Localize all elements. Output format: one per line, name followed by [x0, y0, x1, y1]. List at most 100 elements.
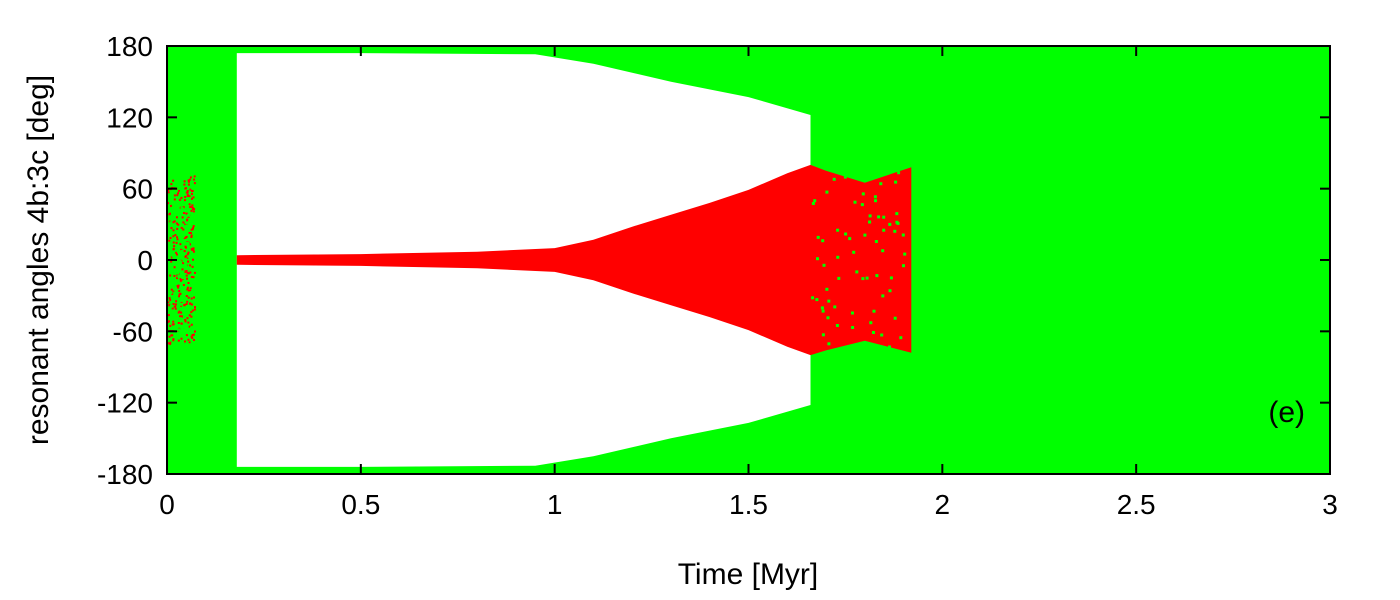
red-data-point: [189, 289, 192, 292]
red-data-point: [167, 342, 170, 345]
green-data-point: [189, 293, 193, 297]
green-data-point: [181, 257, 185, 261]
green-data-point: [172, 261, 176, 265]
red-data-point: [178, 295, 180, 298]
red-data-point: [193, 182, 196, 185]
red-data-point: [167, 314, 170, 317]
green-data-point: [177, 248, 181, 252]
green-series-region: [167, 46, 1330, 474]
red-data-point: [177, 339, 180, 342]
red-data-point: [186, 277, 188, 280]
red-data-point: [174, 307, 177, 310]
x-axis-label: Time [Myr]: [678, 558, 819, 591]
red-data-point: [187, 251, 190, 254]
red-data-point: [192, 225, 195, 228]
red-data-point: [177, 286, 180, 289]
red-data-point: [190, 335, 193, 338]
red-data-point: [177, 192, 180, 195]
red-data-point: [185, 191, 188, 194]
green-data-point: [899, 336, 903, 340]
red-data-point: [172, 323, 175, 326]
red-data-point: [181, 216, 184, 219]
red-data-point: [190, 234, 193, 237]
red-data-point: [191, 197, 193, 200]
green-data-point: [894, 180, 898, 184]
red-data-point: [177, 284, 180, 287]
green-data-point: [821, 239, 825, 243]
red-data-point: [186, 286, 189, 289]
red-data-point: [189, 176, 192, 179]
green-scatter-points: [168, 171, 907, 352]
green-data-point: [174, 327, 178, 331]
green-data-point: [183, 203, 187, 206]
red-data-point: [173, 198, 176, 201]
red-data-point: [176, 277, 178, 280]
red-data-point: [187, 180, 190, 183]
red-data-point: [190, 311, 193, 314]
green-data-point: [190, 326, 194, 330]
green-data-point: [815, 298, 819, 302]
red-data-point: [190, 297, 193, 300]
red-data-point: [191, 192, 193, 195]
red-data-point: [169, 324, 172, 327]
green-data-point: [811, 296, 815, 300]
red-data-point: [169, 299, 172, 301]
red-data-point: [184, 187, 187, 190]
y-tick-label: -120: [97, 388, 153, 419]
green-data-point: [832, 177, 836, 181]
green-data-point: [897, 171, 901, 175]
red-data-point: [189, 206, 192, 208]
green-data-point: [852, 250, 856, 254]
red-data-point: [187, 179, 190, 182]
red-data-point: [187, 338, 190, 341]
red-data-point: [172, 229, 175, 232]
red-data-point: [192, 227, 195, 229]
red-data-point: [182, 284, 185, 286]
red-data-point: [169, 274, 172, 277]
red-data-point: [190, 248, 193, 251]
red-data-point: [193, 339, 195, 341]
red-data-point: [194, 306, 196, 309]
green-data-point: [868, 214, 872, 218]
green-data-point: [873, 195, 877, 199]
green-data-point: [185, 307, 189, 311]
red-data-point: [179, 315, 182, 318]
red-data-point: [186, 219, 189, 222]
green-data-point: [860, 203, 864, 207]
red-data-point: [186, 195, 189, 197]
red-data-point: [189, 232, 192, 234]
red-data-point: [178, 290, 181, 293]
green-data-point: [180, 302, 184, 306]
red-data-point: [172, 241, 175, 244]
red-data-point: [192, 206, 194, 209]
green-data-point: [821, 333, 825, 337]
green-data-point: [822, 263, 826, 267]
red-data-point: [186, 317, 189, 320]
green-data-point: [872, 309, 876, 313]
red-data-point: [190, 323, 193, 326]
red-data-point: [191, 208, 194, 211]
red-data-point: [192, 333, 195, 336]
green-data-point: [836, 228, 840, 232]
green-data-point: [182, 325, 186, 329]
green-data-point: [865, 276, 869, 280]
red-data-point: [177, 223, 180, 226]
green-data-point: [813, 199, 817, 203]
red-data-point: [183, 304, 185, 307]
red-data-point: [187, 260, 190, 263]
red-data-point: [187, 282, 190, 284]
red-data-point: [185, 246, 187, 249]
red-data-point: [190, 228, 193, 231]
green-data-point: [184, 208, 188, 212]
green-data-point: [879, 182, 883, 186]
green-data-point: [186, 242, 190, 246]
red-data-point: [176, 222, 178, 225]
red-data-point: [179, 278, 182, 280]
red-data-point: [190, 205, 193, 208]
y-tick-label: 60: [122, 174, 153, 205]
red-data-point: [187, 272, 190, 275]
red-data-point: [193, 175, 196, 178]
green-data-point: [848, 237, 852, 241]
green-data-point: [893, 229, 897, 233]
